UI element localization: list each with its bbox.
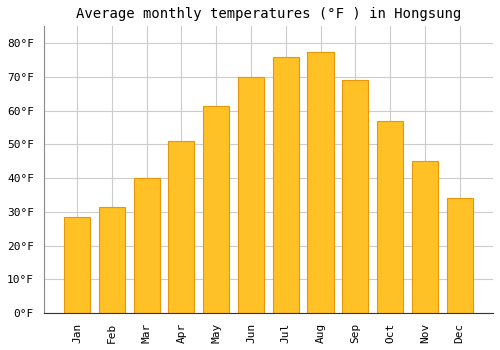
Bar [412, 161, 438, 313]
Title: Average monthly temperatures (°F ) in Hongsung: Average monthly temperatures (°F ) in Ho… [76, 7, 461, 21]
Bar [377, 121, 403, 313]
Bar [238, 77, 264, 313]
Bar [342, 80, 368, 313]
Bar [446, 198, 472, 313]
Bar [134, 178, 160, 313]
Bar [272, 57, 299, 313]
Bar [203, 106, 229, 313]
Bar [168, 141, 194, 313]
Bar [99, 207, 125, 313]
Bar [64, 217, 90, 313]
Bar [308, 51, 334, 313]
